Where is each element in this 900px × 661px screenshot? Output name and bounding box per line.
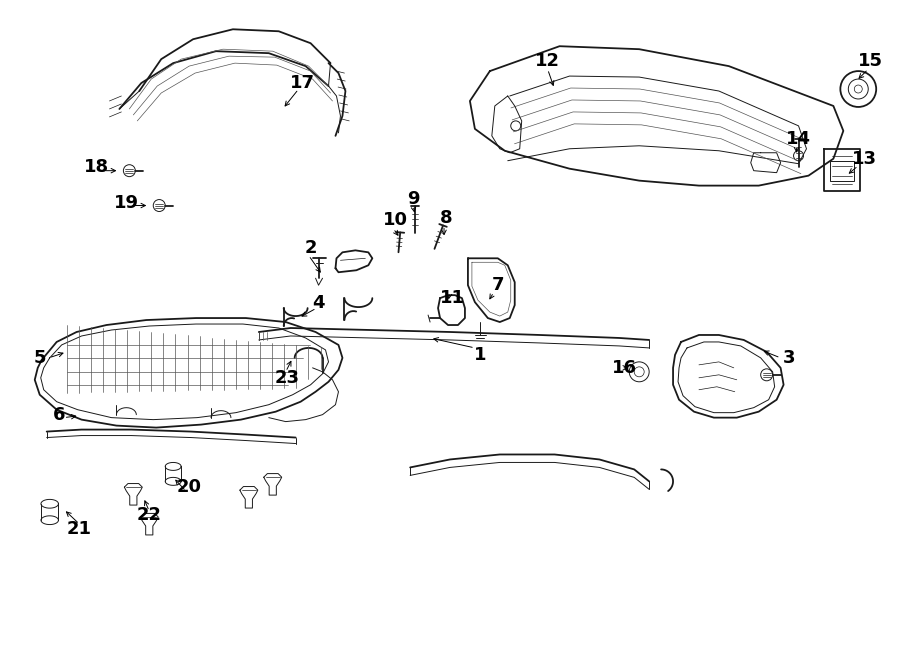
Text: 16: 16 <box>612 359 637 377</box>
Text: 18: 18 <box>84 158 109 176</box>
Text: 21: 21 <box>68 520 92 538</box>
Text: 11: 11 <box>439 289 464 307</box>
Text: 14: 14 <box>786 130 811 148</box>
Text: 12: 12 <box>536 52 560 70</box>
Text: 6: 6 <box>52 406 65 424</box>
Text: 15: 15 <box>858 52 883 70</box>
Text: 5: 5 <box>33 349 46 367</box>
Text: 1: 1 <box>473 346 486 364</box>
Text: 23: 23 <box>274 369 299 387</box>
Text: 8: 8 <box>440 210 453 227</box>
Text: 7: 7 <box>491 276 504 294</box>
Text: 10: 10 <box>382 212 408 229</box>
Text: 3: 3 <box>782 349 795 367</box>
Text: 22: 22 <box>137 506 162 524</box>
Text: 13: 13 <box>851 150 877 168</box>
Text: 9: 9 <box>407 190 419 208</box>
Text: 17: 17 <box>290 74 315 92</box>
Text: 4: 4 <box>312 294 325 312</box>
Text: 19: 19 <box>114 194 139 212</box>
Text: 2: 2 <box>304 239 317 257</box>
Text: 20: 20 <box>176 479 202 496</box>
